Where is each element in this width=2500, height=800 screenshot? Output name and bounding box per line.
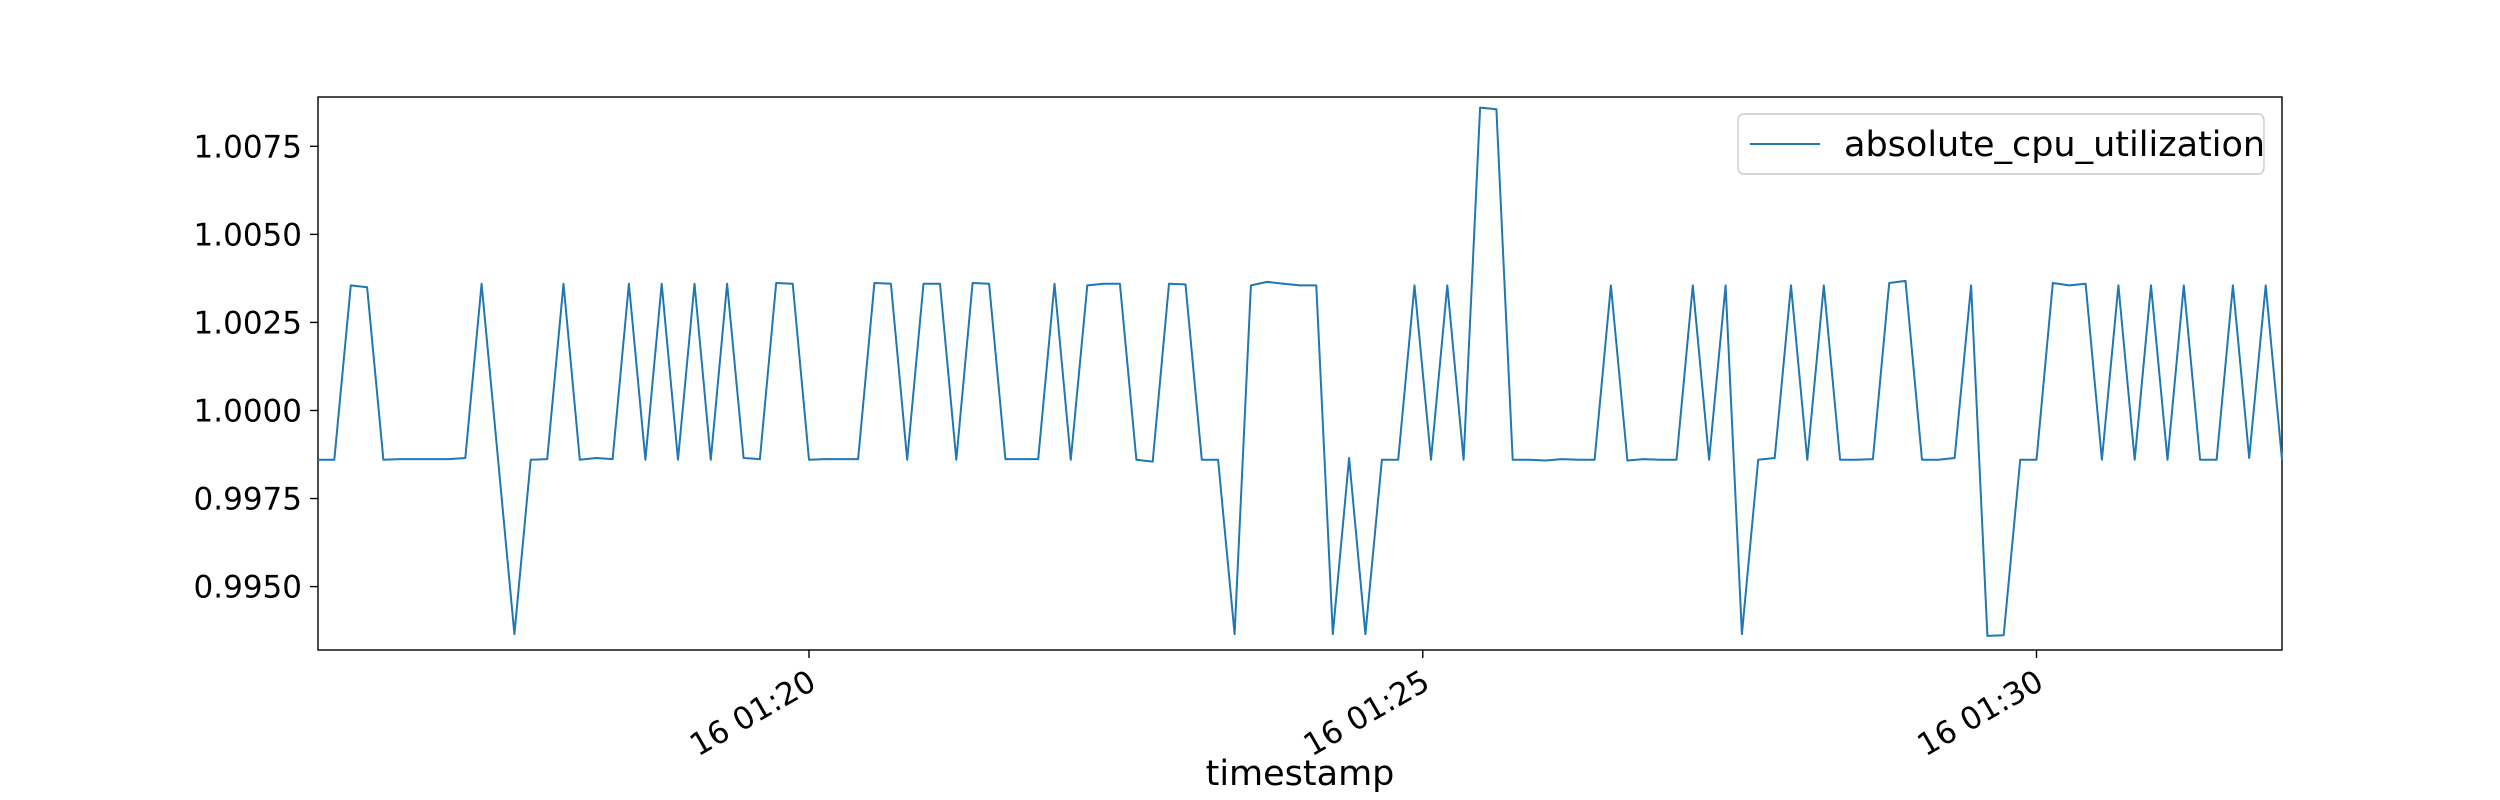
x-axis-label: timestamp (1206, 754, 1395, 794)
y-axis-ticks: 0.9950 0.9975 1.0000 1.0025 1.0050 1.0075 (194, 129, 318, 606)
y-tick-label: 0.9950 (194, 570, 302, 606)
plot-frame (317, 96, 2283, 651)
y-tick-label: 0.9975 (194, 482, 302, 518)
x-axis-ticks: 16 01:20 16 01:25 16 01:30 (684, 650, 2050, 764)
x-tick-label: 16 01:20 (684, 663, 822, 763)
legend-label: absolute_cpu_utilization (1844, 125, 2265, 165)
legend-box (1737, 113, 2265, 175)
y-tick-label: 1.0050 (194, 217, 302, 253)
plot-lines (318, 106, 2283, 637)
y-tick-label: 1.0000 (194, 393, 302, 429)
legend: absolute_cpu_utilization (1737, 113, 2265, 175)
x-tick-label: 16 01:30 (1911, 663, 2049, 763)
y-tick-label: 1.0025 (194, 305, 302, 341)
y-tick-label: 1.0075 (194, 129, 302, 165)
axes (317, 96, 2283, 651)
x-tick-label: 16 01:25 (1298, 663, 1436, 763)
series-line (318, 106, 2283, 637)
